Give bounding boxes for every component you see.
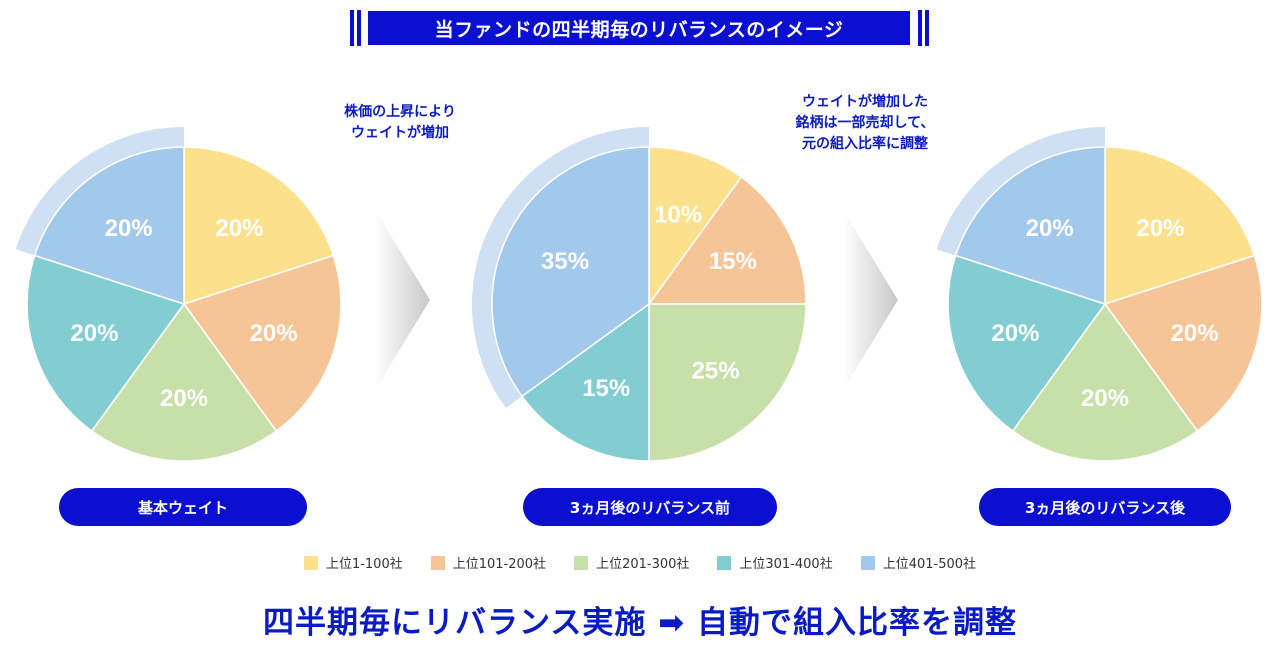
legend-item: 上位101-200社 — [430, 553, 547, 572]
summary-message: 四半期毎にリバランス実施 ➡ 自動で組入比率を調整 — [0, 597, 1280, 642]
pie-slice — [1011, 302, 1199, 462]
pie-slice-label: 15% — [582, 375, 630, 402]
note-price-rise-line-2: ウェイトが増加 — [351, 125, 449, 141]
pie-slice — [647, 175, 807, 305]
note-rebalance-line-3: 元の組入比率に調整 — [802, 136, 928, 152]
pie-slice-label: 20% — [1136, 215, 1184, 242]
title-bar-mark-left-2 — [357, 10, 361, 46]
pie-slice — [648, 146, 743, 307]
legend-swatch — [860, 555, 875, 570]
pie-slice — [648, 303, 807, 462]
pie-slice — [520, 302, 650, 462]
chevron-right-icon — [375, 210, 430, 390]
title-bar-mark-right-1 — [918, 10, 922, 46]
legend-label: 上位1-100社 — [325, 557, 403, 572]
pie-label-before-rebalance: 3ヵ月後のリバランス前 — [523, 488, 777, 526]
legend-item: 上位301-400社 — [717, 553, 833, 572]
legend-label: 上位401-500社 — [882, 557, 977, 572]
legend-label: 上位301-400社 — [739, 557, 833, 572]
pie-slice-label: 20% — [160, 385, 208, 412]
pie-chart-after-rebalance: 20% 20% 20% 20% 20% — [936, 127, 1263, 462]
pie-label-after-rebalance-text: 3ヵ月後のリバランス後 — [1024, 498, 1186, 517]
page-title: 当ファンドの四半期毎のリバランスのイメージ — [368, 11, 910, 45]
note-rebalance-line-1: ウェイトが増加した — [802, 94, 928, 110]
pie-slice-label: 20% — [1081, 385, 1129, 412]
legend-swatch — [430, 555, 445, 570]
note-rebalance-line-2: 銘柄は一部売却して、 — [795, 115, 935, 131]
pie-slice-label: 35% — [541, 248, 589, 275]
pie-slice — [182, 254, 342, 433]
pie-slice — [947, 254, 1107, 433]
note-price-rise-line-1: 株価の上昇により — [344, 104, 456, 120]
pie-slice-label: 20% — [250, 320, 298, 347]
legend-label: 上位101-200社 — [452, 557, 547, 572]
chevron-right-icon — [843, 210, 898, 390]
pie-slice — [183, 146, 335, 306]
pie-chart-before-rebalance: 10% 15% 25% 15% 35% — [472, 127, 807, 462]
pie-slice-label: 20% — [1026, 215, 1074, 242]
pie-slice — [491, 146, 650, 398]
pie-label-base-weight: 基本ウェイト — [59, 488, 307, 526]
pie-slice — [26, 254, 186, 433]
pie-chart-base-weight: 20% 20% 20% 20% 20% — [15, 127, 342, 462]
legend-item: 上位401-500社 — [860, 553, 977, 572]
legend-label: 上位201-300社 — [596, 557, 690, 572]
pie-slice-label: 20% — [105, 215, 153, 242]
legend-swatch — [717, 555, 732, 570]
pie-slice-label: 10% — [654, 201, 702, 228]
pie-slice-label: 15% — [709, 248, 757, 275]
legend-swatch — [574, 555, 589, 570]
legend: 上位1-100社 上位101-200社 上位201-300社 上位301-400… — [0, 553, 1280, 572]
pie-slice-label: 20% — [991, 320, 1039, 347]
pie-label-before-rebalance-text: 3ヵ月後のリバランス前 — [569, 498, 731, 517]
page-title-text: 当ファンドの四半期毎のリバランスのイメージ — [434, 18, 844, 41]
title-bar-mark-right-2 — [925, 10, 929, 46]
pie-slice — [33, 146, 185, 306]
legend-swatch — [303, 555, 318, 570]
summary-message-text: 四半期毎にリバランス実施 ➡ 自動で組入比率を調整 — [263, 605, 1017, 641]
note-rebalance: ウェイトが増加した 銘柄は一部売却して、 元の組入比率に調整 — [770, 92, 960, 155]
pie-slice-label: 20% — [1171, 320, 1219, 347]
pie-slice-label: 20% — [70, 320, 118, 347]
pie-slice-label: 20% — [215, 215, 263, 242]
pie-label-after-rebalance: 3ヵ月後のリバランス後 — [979, 488, 1231, 526]
legend-item: 上位201-300社 — [574, 553, 689, 572]
pie-slice — [1104, 146, 1256, 306]
pie-slice — [954, 146, 1106, 306]
legend-item: 上位1-100社 — [303, 553, 403, 572]
pie-label-base-weight-text: 基本ウェイト — [137, 498, 228, 517]
pie-slice — [1103, 254, 1263, 433]
pie-slice-label: 25% — [692, 358, 740, 385]
title-bar-mark-left-1 — [350, 10, 354, 46]
note-price-rise: 株価の上昇により ウェイトが増加 — [310, 102, 490, 144]
pie-slice — [90, 302, 278, 462]
